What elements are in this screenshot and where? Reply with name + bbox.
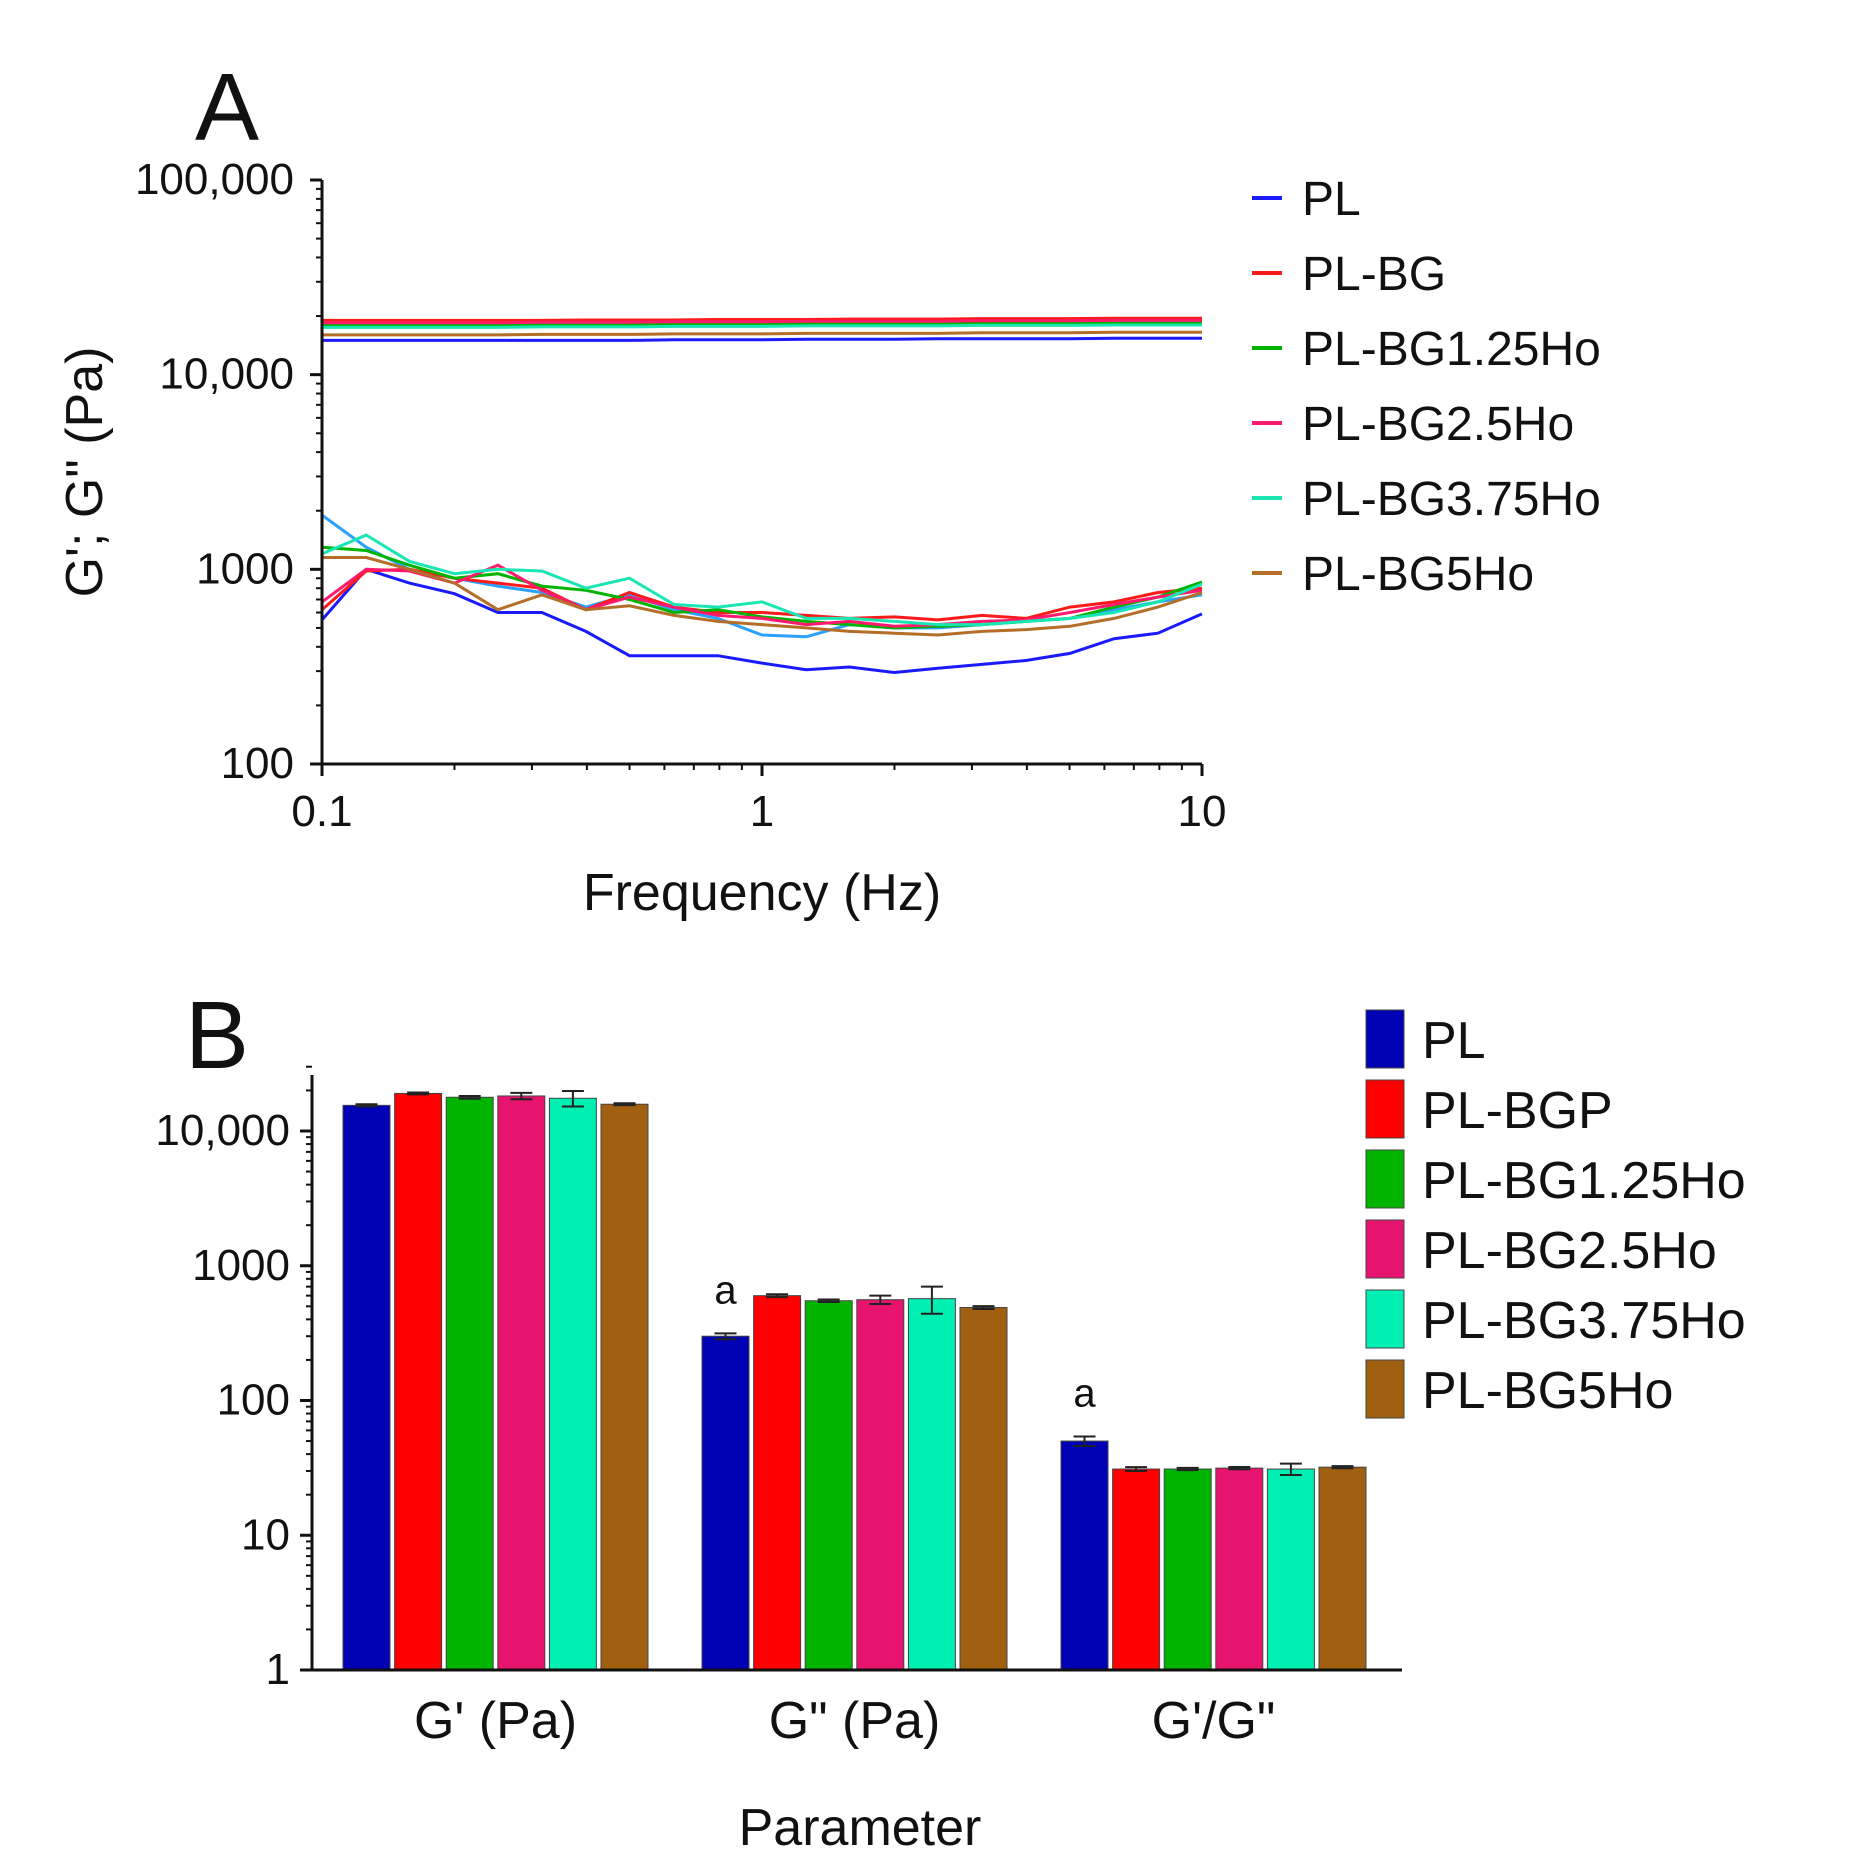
- a-legend-label-pl-bg1-25ho: PL-BG1.25Ho: [1302, 323, 1601, 376]
- b-y-tick-label-4: 10,000: [155, 1106, 290, 1155]
- panel-a-letter: A: [195, 54, 259, 161]
- b-y-tick-label-2: 100: [217, 1376, 290, 1425]
- b-annotation-0: a: [714, 1268, 737, 1312]
- b-legend-swatch-pl-bg3-75ho: [1365, 1289, 1405, 1349]
- panel-a-series-lines: [320, 316, 1203, 675]
- a-x-tick-label-0: 0.1: [291, 787, 352, 836]
- b-x-tick-label-1: G" (Pa): [769, 1692, 941, 1750]
- panel-b-bar-chart: B 1 10 100 1000 10,000 G' (Pa) G" (Pa) G'/G" a…: [155, 982, 1745, 1857]
- panel-b-legend: PL PL-BGP PL-BG1.25Ho PL-BG2.5Ho PL-BG3.75Ho…: [1365, 1009, 1746, 1420]
- a-line-loss-pl-bg2-5ho: [321, 563, 1203, 628]
- a-line-loss-pl-bg3-75ho: [321, 533, 1203, 627]
- a-legend-label-pl-bg2-5ho: PL-BG2.5Ho: [1302, 398, 1574, 451]
- a-x-tick-label-2: 10: [1178, 787, 1227, 836]
- b-bar-g-pa-pl-bg1-25ho: [804, 1300, 853, 1671]
- panel-b-annotations: aa: [714, 1268, 1096, 1415]
- panel-a-x-ticks: 0.1 1 10: [291, 764, 1226, 836]
- b-x-tick-label-0: G' (Pa): [414, 1692, 577, 1750]
- b-bar-g-g-pl-bg3-75ho: [1266, 1468, 1315, 1671]
- panel-b-y-ticks: 1 10 100 1000 10,000: [155, 1065, 312, 1694]
- a-y-tick-label-0: 100: [221, 739, 294, 788]
- panel-a-y-ticks: 100 1000 10,000 100,000: [135, 155, 322, 788]
- panel-b-x-axis-label: Parameter: [739, 1799, 982, 1857]
- a-y-tick-label-2: 10,000: [159, 350, 294, 399]
- b-legend-label-pl-bg2-5ho: PL-BG2.5Ho: [1422, 1222, 1717, 1280]
- a-legend-label-pl-bg5ho: PL-BG5Ho: [1302, 548, 1534, 601]
- b-legend-swatch-pl-bg2-5ho: [1365, 1219, 1405, 1279]
- b-bar-g-pa-pl-bg5ho: [600, 1103, 649, 1671]
- b-bar-g-pa-pl: [701, 1335, 750, 1671]
- panel-a-line-chart: A 100 1000 10,000 100,000 0.1 1 10 Frequency …: [56, 54, 1601, 922]
- a-y-tick-label-1: 1000: [196, 544, 294, 593]
- panel-b-x-ticks: G' (Pa) G" (Pa) G'/G": [414, 1692, 1275, 1750]
- b-bar-g-g-pl-bgp: [1112, 1468, 1161, 1671]
- a-line-loss-pl-bg1-25ho: [321, 545, 1203, 630]
- b-annotation-1: a: [1073, 1372, 1096, 1416]
- a-line-storage-pl-bg: [322, 316, 1202, 322]
- a-line-storage-pl-bg2-5ho: [322, 318, 1202, 325]
- a-legend-label-pl-bg: PL-BG: [1302, 248, 1446, 301]
- a-line-loss-pl-bg5ho: [322, 556, 1203, 637]
- a-legend-label-pl: PL: [1302, 173, 1361, 226]
- a-line-loss-pl-bg: [321, 567, 1203, 622]
- b-legend-label-pl-bg3-75ho: PL-BG3.75Ho: [1422, 1292, 1746, 1350]
- b-bar-g-pa-pl: [342, 1104, 391, 1671]
- b-x-tick-label-2: G'/G": [1152, 1692, 1276, 1750]
- b-bar-g-pa-pl-bgp: [394, 1092, 443, 1671]
- b-bar-g-pa-pl-bg5ho: [959, 1306, 1008, 1671]
- b-y-tick-label-1: 10: [241, 1510, 290, 1559]
- b-legend-label-pl-bg1-25ho: PL-BG1.25Ho: [1422, 1152, 1746, 1210]
- b-bar-g-pa-pl-bgp: [753, 1295, 802, 1671]
- b-bar-g-pa-pl-bg2-5ho: [497, 1095, 546, 1671]
- a-line-storage-pl-bg5ho: [322, 330, 1202, 337]
- b-bar-g-g-pl-bg2-5ho: [1215, 1467, 1264, 1671]
- b-legend-swatch-pl-bgp: [1365, 1079, 1405, 1139]
- b-bar-g-pa-pl-bg2-5ho: [856, 1299, 905, 1671]
- b-bar-g-pa-pl-bg3-75ho: [907, 1298, 956, 1671]
- a-line-storage-pl-bg3-75ho: [322, 323, 1202, 329]
- b-bar-g-pa-pl-bg3-75ho: [548, 1097, 597, 1671]
- b-y-tick-label-0: 1: [266, 1645, 290, 1694]
- b-legend-label-pl: PL: [1422, 1012, 1486, 1070]
- panel-a-y-axis-label: G'; G" (Pa): [56, 347, 114, 598]
- a-y-tick-label-3: 100,000: [135, 155, 294, 204]
- a-line-loss-pl: [320, 567, 1203, 675]
- panel-a-legend: PL PL-BG PL-BG1.25Ho PL-BG2.5Ho PL-BG3.75Ho P…: [1252, 173, 1601, 601]
- a-legend-label-pl-bg3-75ho: PL-BG3.75Ho: [1302, 473, 1601, 526]
- panel-b-bars: [342, 1090, 1367, 1671]
- panel-b-letter: B: [185, 982, 249, 1089]
- b-legend-label-pl-bg5ho: PL-BG5Ho: [1422, 1362, 1673, 1420]
- b-legend-swatch-pl-bg5ho: [1365, 1359, 1405, 1419]
- a-line-storage-pl: [322, 336, 1202, 342]
- b-legend-swatch-pl: [1365, 1009, 1405, 1069]
- b-legend-swatch-pl-bg1-25ho: [1365, 1149, 1405, 1209]
- b-bar-g-g-pl-bg1-25ho: [1163, 1468, 1212, 1671]
- b-bar-g-g-pl: [1060, 1440, 1109, 1671]
- b-bar-g-pa-pl-bg1-25ho: [445, 1096, 494, 1671]
- a-x-tick-label-1: 1: [750, 787, 774, 836]
- a-line-storage-pl-bg1-25ho: [322, 321, 1202, 327]
- b-bar-g-g-pl-bg5ho: [1318, 1466, 1367, 1671]
- b-y-tick-label-3: 1000: [192, 1241, 290, 1290]
- b-legend-label-pl-bgp: PL-BGP: [1422, 1082, 1613, 1140]
- panel-a-x-axis-label: Frequency (Hz): [583, 864, 941, 922]
